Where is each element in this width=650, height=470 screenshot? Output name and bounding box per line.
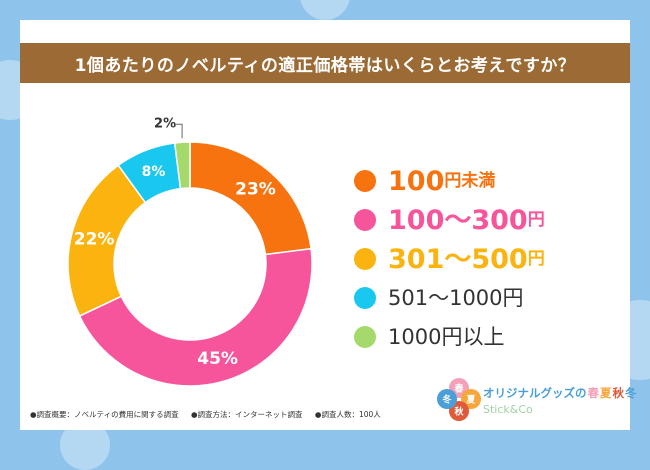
background-dot [300,0,350,20]
chart-title: 1個あたりのノベルティの適正価格帯はいくらとお考えですか？ [74,55,576,76]
legend-item: 100 円未満 [354,166,545,196]
legend-item: 100〜300 円 [354,205,545,235]
brand-logo: 春夏秋冬 オリジナルグッズの春夏秋冬 Stick&Co [437,377,637,427]
logo-text: オリジナルグッズの春夏秋冬 [483,385,637,401]
legend-label-unit: 円 [527,209,545,230]
legend-label-number: 301〜500 [388,243,528,275]
legend-item: 301〜500 円 [354,244,545,274]
legend-label: 501〜1000円 [388,285,524,310]
logo-petal-char: 夏 [465,395,476,406]
logo-petal [437,389,457,409]
slice-value-label: 8% [142,164,166,180]
legend-item: 501〜1000円 [354,283,545,313]
legend-label-number: 100 [388,165,445,197]
donut-slice-2 [78,247,313,387]
legend-item: 1000円以上 [354,322,545,352]
logo-petal-char: 秋 [453,406,464,418]
flower-logo-icon: 春夏秋冬 [437,378,481,421]
legend-marker [354,248,376,270]
legend-marker [354,209,376,231]
slice-leader-line [176,123,183,139]
logo-seasons: 春夏秋冬 [587,386,637,400]
footnote-outline: ●調査概要：ノベルティの費用に関する調査 [30,410,179,419]
legend-marker [354,170,376,192]
legend-marker [354,287,376,309]
footnote-respondents: ●調査人数：100人 [314,410,381,419]
chart-card: 1個あたりのノベルティの適正価格帯はいくらとお考えですか？ 23% 45% 22% 8… [20,20,637,430]
survey-footnote: ●調査概要：ノベルティの費用に関する調査 ●調査方法：インターネット調査 ●調査… [30,409,391,420]
logo-season-char: 夏 [600,386,612,400]
slice-value-label: 22% [74,229,115,249]
logo-season-char: 冬 [625,386,637,400]
legend-marker [354,326,376,348]
donut-chart: 23% 45% 22% 8% 2% [67,117,313,387]
logo-season-char: 秋 [612,386,625,400]
legend-label-unit: 円 [527,248,545,269]
logo-subtext: Stick&Co [483,403,533,416]
donut-slice-5 [173,141,191,190]
logo-petal-char: 春 [453,383,464,395]
legend-label-unit: 円未満 [444,170,496,191]
slice-value-label: 2% [154,117,176,132]
logo-text-main: オリジナルグッズの [483,386,587,400]
legend-label-number: 100〜300 [388,204,528,236]
logo-season-char: 春 [587,386,600,400]
slice-value-label: 45% [197,349,238,369]
logo-petal-char: 冬 [442,394,452,406]
footnote-method: ●調査方法：インターネット調査 [190,410,303,419]
title-band: 1個あたりのノベルティの適正価格帯はいくらとお考えですか？ [20,43,630,83]
legend-label: 1000円以上 [388,324,505,349]
slice-value-label: 23% [235,180,276,200]
chart-legend: 100 円未満 100〜300 円 301〜500 円 501〜1000円 1000円以上 [354,166,545,361]
